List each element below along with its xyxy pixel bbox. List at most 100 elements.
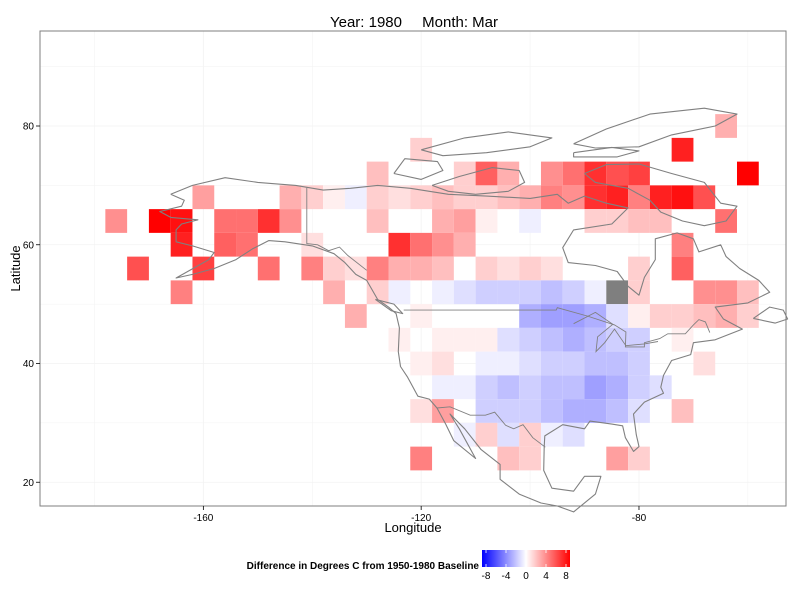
heatmap-cell bbox=[366, 256, 389, 281]
heatmap-cell bbox=[236, 232, 258, 257]
legend-tick-label: -4 bbox=[502, 571, 511, 582]
heatmap-cell bbox=[236, 209, 258, 233]
heatmap-cell bbox=[279, 209, 302, 233]
heatmap-cell bbox=[519, 375, 541, 400]
legend-title: Difference in Degrees C from 1950-1980 B… bbox=[247, 561, 480, 572]
heatmap-cell bbox=[628, 280, 650, 305]
heatmap-cell bbox=[540, 422, 563, 447]
heatmap-cell bbox=[475, 327, 498, 352]
heatmap-cell bbox=[192, 185, 215, 210]
heatmap-cell bbox=[453, 161, 476, 186]
heatmap-cell bbox=[214, 209, 237, 233]
heatmap-cell bbox=[366, 185, 389, 210]
alaska-canada-border bbox=[306, 187, 367, 271]
heatmap-cell bbox=[606, 351, 629, 376]
heatmap-cell bbox=[519, 446, 541, 471]
heatmap-cell bbox=[170, 209, 193, 233]
heatmap-cell bbox=[323, 185, 345, 210]
heatmap-cell bbox=[715, 280, 737, 305]
heatmap-cell bbox=[606, 446, 629, 471]
heatmap-cell bbox=[649, 304, 672, 328]
heatmap-cell bbox=[432, 375, 454, 400]
arctic-islands-outline bbox=[421, 131, 553, 157]
heatmap-cell bbox=[497, 375, 520, 400]
legend-tick-label: 0 bbox=[523, 571, 529, 582]
heatmap-cell bbox=[540, 375, 563, 400]
heatmap-cell bbox=[105, 209, 128, 233]
y-axis-title: Latitude bbox=[8, 245, 23, 291]
heatmap-cell bbox=[606, 327, 629, 352]
us-canada-border bbox=[403, 307, 711, 348]
heatmap-cell bbox=[366, 280, 389, 305]
heatmap-cell bbox=[432, 399, 454, 423]
heatmap-cell bbox=[540, 399, 563, 423]
heatmap-cell bbox=[323, 256, 345, 281]
heatmap-cell bbox=[344, 304, 367, 328]
heatmap-cell bbox=[540, 161, 563, 186]
heatmap-cell bbox=[606, 304, 629, 328]
heatmap-cell bbox=[628, 185, 650, 210]
heatmap-cell bbox=[388, 280, 411, 305]
heatmap-cell bbox=[453, 280, 476, 305]
heatmap-cell bbox=[606, 375, 629, 400]
heatmap-cell bbox=[628, 304, 650, 328]
heatmap-cell bbox=[432, 209, 454, 233]
heatmap-cell bbox=[671, 137, 694, 162]
heatmap-cell bbox=[584, 280, 607, 305]
plot-panel-border bbox=[39, 30, 787, 507]
heatmap-cell bbox=[584, 185, 607, 210]
heatmap-cell bbox=[410, 304, 433, 328]
x-axis-title: Longitude bbox=[384, 520, 441, 535]
heatmap-cell bbox=[671, 327, 694, 352]
heatmap-cell bbox=[736, 161, 759, 186]
continent-outline bbox=[159, 177, 771, 513]
heatmap-cell bbox=[432, 280, 454, 305]
legend-tick-label: 4 bbox=[543, 571, 549, 582]
heatmap-cell bbox=[562, 422, 585, 447]
heatmap-cell bbox=[649, 209, 672, 233]
heatmap-cell bbox=[584, 375, 607, 400]
heatmap-cell bbox=[453, 375, 476, 400]
heatmap-cell bbox=[497, 399, 520, 423]
heatmap-cell bbox=[432, 256, 454, 281]
heatmap-cell bbox=[410, 399, 433, 423]
y-tick-label: 40 bbox=[23, 359, 35, 370]
heatmap-cell bbox=[606, 161, 629, 186]
heatmap-cell bbox=[519, 304, 541, 328]
color-legend: Difference in Degrees C from 1950-1980 B… bbox=[247, 550, 570, 582]
heatmap-cell bbox=[562, 280, 585, 305]
heatmap-cell bbox=[214, 232, 237, 257]
heatmap-cell bbox=[497, 161, 520, 186]
heatmap-cell bbox=[628, 327, 650, 352]
chart-title: Year: 1980 Month: Mar bbox=[0, 14, 800, 31]
heatmap-cell bbox=[540, 327, 563, 352]
heatmap-cell bbox=[736, 280, 759, 305]
y-tick-label: 80 bbox=[23, 122, 35, 133]
heatmap-cell bbox=[628, 399, 650, 423]
heatmap-cell bbox=[453, 209, 476, 233]
heatmap-cell bbox=[432, 351, 454, 376]
chart-title-year: Year: 1980 bbox=[329, 14, 402, 31]
chart-title-month: Month: Mar bbox=[422, 14, 499, 31]
heatmap-cell bbox=[279, 185, 302, 210]
heatmap-cell bbox=[584, 351, 607, 376]
heatmap-cell bbox=[584, 327, 607, 352]
us-mexico-border bbox=[436, 406, 546, 448]
heatmap-cell bbox=[475, 280, 498, 305]
heatmap-cell bbox=[584, 161, 607, 186]
heatmap-cells bbox=[105, 114, 759, 471]
great-lakes-outline bbox=[573, 311, 659, 353]
heatmap-cell bbox=[344, 185, 367, 210]
x-tick-label: -160 bbox=[193, 513, 213, 524]
heatmap-cell bbox=[562, 327, 585, 352]
y-tick-label: 60 bbox=[23, 240, 35, 251]
heatmap-cell bbox=[562, 351, 585, 376]
heatmap-cell bbox=[540, 280, 563, 305]
heatmap-cell bbox=[497, 280, 520, 305]
heatmap-cell bbox=[497, 446, 520, 471]
coastline-map bbox=[159, 107, 789, 513]
heatmap-cell bbox=[127, 256, 149, 281]
heatmap-cell bbox=[606, 185, 629, 210]
heatmap-cell bbox=[606, 280, 629, 305]
